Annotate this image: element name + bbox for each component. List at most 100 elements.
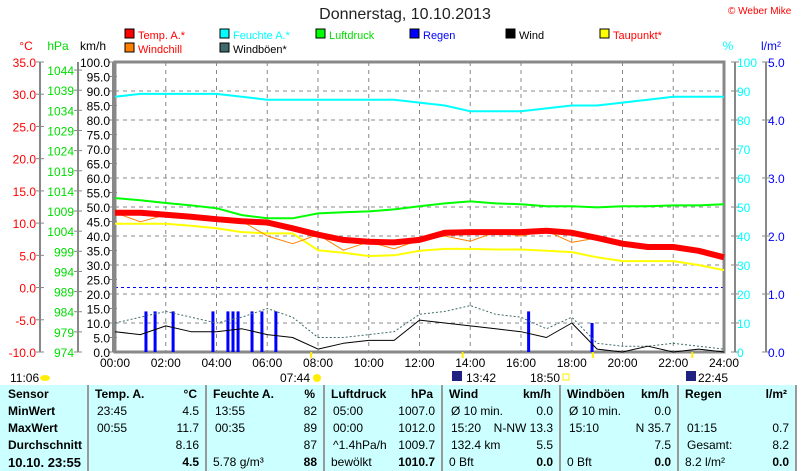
wind-tick-label: 20.0 <box>87 288 111 302</box>
cell-value: 0.0 <box>536 404 553 418</box>
row-label: 10.10. 23:55 <box>8 455 82 470</box>
rain-axis-unit: l/m² <box>761 39 781 53</box>
legend-swatch <box>124 42 135 53</box>
wind-tick-label: 10.0 <box>87 317 111 331</box>
cell-value: 5.5 <box>536 438 553 452</box>
pressure-tick-label: 1034 <box>47 104 74 118</box>
pressure-tick-label: 1019 <box>47 165 74 179</box>
cell-value: 11.7 <box>176 421 199 435</box>
wind-tick-label: 40.0 <box>87 230 111 244</box>
wind-tick-label: 45.0 <box>87 216 111 230</box>
cell-label: Ø 10 min. <box>451 404 504 418</box>
legend-swatch <box>409 28 420 39</box>
wind-tick-label: 95.0 <box>87 71 111 85</box>
wind-tick-label: 25.0 <box>87 274 111 288</box>
cell-label: 00:55 <box>97 421 128 435</box>
cell-value: 1007.0 <box>398 404 435 418</box>
legend-label: Windchill <box>138 44 182 56</box>
cell-value: N 35.7 <box>635 421 671 435</box>
legend-swatch <box>124 28 135 39</box>
event-time: 22:45 <box>698 371 728 385</box>
pressure-tick-label: 979 <box>54 326 74 340</box>
copyright: © Weber Mike <box>728 6 792 17</box>
chart-svg: 35.030.025.020.015.010.05.00.0-5.0-10.0°… <box>9 28 785 385</box>
temp-tick-label: 15.0 <box>13 185 37 199</box>
cell-value: 88 <box>303 455 317 469</box>
cell-label: 0 Bft <box>567 455 592 469</box>
humidity-tick-label: 30 <box>737 259 751 273</box>
wind-tick-label: 30.0 <box>87 259 111 273</box>
stats-column: Feuchte A.% 13:55 82 00:35 89 87 5.78 g/m³ 88 <box>207 385 325 471</box>
humidity-tick-label: 60 <box>737 172 751 186</box>
legend-label: Wind <box>519 30 544 42</box>
wind-tick-label: 75.0 <box>87 129 111 143</box>
legend-swatch <box>219 28 230 39</box>
humidity-tick-label: 70 <box>737 143 751 157</box>
moonrise-icon <box>452 371 462 381</box>
rain-bar <box>171 311 175 352</box>
cell-label: 23:45 <box>97 404 128 418</box>
column-header: Temp. A. <box>95 387 145 401</box>
wind-tick-label: 80.0 <box>87 114 111 128</box>
cell-label: 15:20 <box>451 421 482 435</box>
cell-value: 0.7 <box>772 421 789 435</box>
pressure-axis-unit: hPa <box>47 39 69 53</box>
temp-tick-label: 10.0 <box>13 217 37 231</box>
row-label: Sensor <box>8 387 49 401</box>
column-unit: km/h <box>522 387 551 401</box>
cell-label: 13:55 <box>215 404 246 418</box>
row-label: Durchschnitt <box>8 438 83 452</box>
temp-tick-label: 25.0 <box>13 120 37 134</box>
rain-tick-label: 3.0 <box>768 172 785 186</box>
pressure-tick-label: 1024 <box>47 145 74 159</box>
x-tick-label: 10:00 <box>354 356 384 370</box>
temp-tick-label: 0.0 <box>19 282 36 296</box>
wind-tick-label: 65.0 <box>87 158 111 172</box>
pressure-tick-label: 1029 <box>47 124 74 138</box>
pressure-tick-label: 1039 <box>47 84 74 98</box>
column-header: Luftdruck <box>331 387 387 401</box>
cell-label: 15:10 <box>569 421 600 435</box>
stats-column: Wind km/h Ø 10 min. 0.0 15:20 N-NW 13.3 132.4 … <box>443 385 561 471</box>
wind-tick-label: 35.0 <box>87 245 111 259</box>
temp-tick-label: 5.0 <box>19 249 36 263</box>
wind-tick-label: 5.0 <box>93 332 110 346</box>
temp-tick-label: -10.0 <box>9 346 37 360</box>
x-tick-label: 20:00 <box>607 356 637 370</box>
cell-value: 1009.7 <box>398 438 435 452</box>
column-header: Wind <box>449 387 479 401</box>
pressure-tick-label: 974 <box>54 346 74 360</box>
x-tick-label: 04:00 <box>201 356 231 370</box>
pressure-tick-label: 989 <box>54 286 74 300</box>
rain-bar <box>231 311 235 352</box>
pressure-tick-label: 1044 <box>47 64 74 78</box>
sun-icon <box>313 374 321 382</box>
legend-swatch <box>315 28 326 39</box>
cell-value: 0.0 <box>772 455 789 469</box>
wind-tick-label: 85.0 <box>87 100 111 114</box>
pressure-tick-label: 999 <box>54 245 74 259</box>
rain-bar <box>226 311 230 352</box>
stats-column: Regen l/m² 01:15 0.7 Gesamt: 8.2 8.2 l/m² 0.0 <box>679 385 797 471</box>
cell-value: 8.2 <box>772 438 789 452</box>
column-unit: l/m² <box>765 387 787 401</box>
cell-label: 5.78 g/m³ <box>213 455 264 469</box>
cell-label: Ø 10 min. <box>569 404 622 418</box>
plot-frame <box>113 60 726 354</box>
rain-bar <box>260 311 264 352</box>
legend-label: Regen <box>423 30 455 42</box>
x-tick-label: 18:00 <box>557 356 587 370</box>
chart-title: Donnerstag, 10.10.2013 <box>319 6 491 23</box>
temp-tick-label: 30.0 <box>13 88 37 102</box>
cell-value: 87 <box>303 438 317 452</box>
column-header: Regen <box>685 387 722 401</box>
cell-label: 8.2 l/m² <box>685 455 726 469</box>
wind-tick-label: 100.0 <box>80 56 110 70</box>
humidity-tick-label: 10 <box>737 317 751 331</box>
x-tick-label: 06:00 <box>252 356 282 370</box>
rain-bar <box>250 311 254 352</box>
humidity-tick-label: 0 <box>737 346 744 360</box>
column-unit: km/h <box>640 387 669 401</box>
rain-bar <box>153 311 157 352</box>
pressure-tick-label: 984 <box>54 306 74 320</box>
